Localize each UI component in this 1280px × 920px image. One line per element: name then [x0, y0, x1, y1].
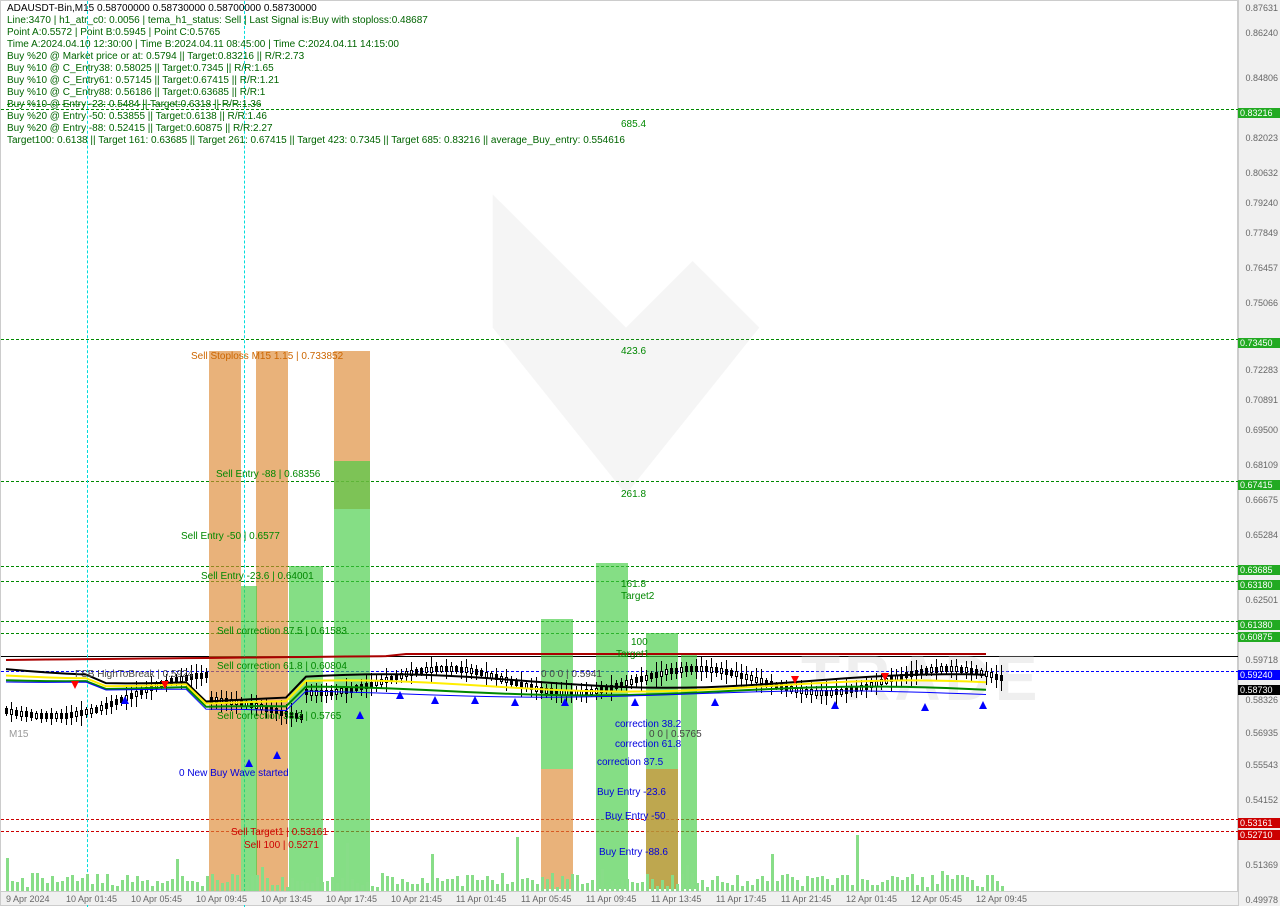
- signal-arrow-up: [631, 698, 639, 706]
- chart-annotation: correction 61.8: [615, 739, 681, 750]
- info-line: Line:3470 | h1_atr_c0: 0.0056 | tema_h1_…: [7, 15, 625, 27]
- chart-annotation: 161.8: [621, 579, 646, 590]
- chart-annotation: 423.6: [621, 346, 646, 357]
- signal-arrow-up: [979, 701, 987, 709]
- chart-annotation: Sell Entry -50 | 0.6577: [181, 531, 280, 542]
- signal-arrow-up: [561, 698, 569, 706]
- info-line: Buy %20 @ Market price or at: 0.5794 || …: [7, 51, 625, 63]
- signal-arrow-up: [273, 751, 281, 759]
- price-tick: 0.59718: [1245, 655, 1278, 665]
- chart-annotation: Sell correction 61.8 | 0.60804: [217, 661, 347, 672]
- signal-arrow-up: [471, 696, 479, 704]
- info-block: ADAUSDT-Bin,M15 0.58700000 0.58730000 0.…: [7, 3, 625, 147]
- chart-annotation: 0 0 0 | 0.5941: [541, 669, 602, 680]
- chart-annotation: 0 New Buy Wave started: [179, 768, 289, 779]
- chart-annotation: FSB HighToBreak | 0.5924: [75, 669, 193, 680]
- signal-arrow-up: [511, 698, 519, 706]
- chart-annotation: Sell Target1 | 0.53161: [231, 827, 328, 838]
- price-label: 0.63180: [1238, 580, 1280, 590]
- price-label: 0.63685: [1238, 565, 1280, 575]
- info-line: Buy %10 @ C_Entry61: 0.57145 || Target:0…: [7, 75, 625, 87]
- chart-annotation: Sell Entry -88 | 0.68356: [216, 469, 320, 480]
- chart-annotation: Sell Stoploss M15 1.15 | 0.733852: [191, 351, 343, 362]
- chart-title: ADAUSDT-Bin,M15 0.58700000 0.58730000 0.…: [7, 3, 625, 15]
- price-axis: 0.87631 0.86240 0.84806 0.83216 0.82023 0.806…: [1238, 0, 1280, 906]
- chart-annotation: Buy Entry -88.6: [599, 847, 668, 858]
- info-line: Time A:2024.04.10 12:30:00 | Time B:2024…: [7, 39, 625, 51]
- chart-annotation: Target2: [621, 591, 654, 602]
- price-tick: 0.72283: [1245, 365, 1278, 375]
- signal-arrow-down: [881, 673, 889, 681]
- price-tick: 0.75066: [1245, 298, 1278, 308]
- price-label: 0.52710: [1238, 830, 1280, 840]
- price-label: 0.83216: [1238, 108, 1280, 118]
- price-label: 0.53161: [1238, 818, 1280, 828]
- price-tick: 0.54152: [1245, 795, 1278, 805]
- price-tick: 0.70891: [1245, 395, 1278, 405]
- price-label: 0.61380: [1238, 620, 1280, 630]
- signal-arrow-up: [245, 759, 253, 767]
- info-line: Buy %20 @ Entry -50: 0.53855 || Target:0…: [7, 111, 625, 123]
- info-line: Buy %20 @ Entry -88: 0.52415 || Target:0…: [7, 123, 625, 135]
- timeframe-label: M15: [9, 729, 28, 740]
- price-tick: 0.62501: [1245, 595, 1278, 605]
- chart-annotation: Sell 100 | 0.5271: [244, 840, 319, 851]
- signal-arrow-up: [396, 691, 404, 699]
- signal-arrow-down: [71, 681, 79, 689]
- info-line: Buy %10 @ Entry -23: 0.5484 || Target:0.…: [7, 99, 625, 111]
- price-tick: 0.84806: [1245, 73, 1278, 83]
- chart-annotation: Sell Entry -23.6 | 0.64001: [201, 571, 314, 582]
- signal-arrow-down: [791, 676, 799, 684]
- chart-annotation: Target1: [616, 649, 649, 660]
- signal-arrow-up: [921, 703, 929, 711]
- signal-arrow-up: [121, 696, 129, 704]
- price-tick: 0.65284: [1245, 530, 1278, 540]
- price-tick: 0.82023: [1245, 133, 1278, 143]
- price-label: 0.67415: [1238, 480, 1280, 490]
- info-line: Buy %10 @ C_Entry38: 0.58025 || Target:0…: [7, 63, 625, 75]
- price-tick: 0.66675: [1245, 495, 1278, 505]
- chart-annotation: Buy Entry -23.6: [597, 787, 666, 798]
- info-line: Point A:0.5572 | Point B:0.5945 | Point …: [7, 27, 625, 39]
- chart-annotation: Sell correction 38.2 | 0.5765: [217, 711, 341, 722]
- price-label: 0.58730: [1238, 685, 1280, 695]
- price-tick: 0.87631: [1245, 3, 1278, 13]
- chart-annotation: 261.8: [621, 489, 646, 500]
- price-label: 0.60875: [1238, 632, 1280, 642]
- price-label: 0.73450: [1238, 338, 1280, 348]
- signal-arrow-up: [356, 711, 364, 719]
- signal-arrow-down: [161, 681, 169, 689]
- price-tick: 0.76457: [1245, 263, 1278, 273]
- price-tick: 0.51369: [1245, 860, 1278, 870]
- price-tick: 0.49978: [1245, 895, 1278, 905]
- chart-area[interactable]: TRADE ADAUSDT-Bin,M15 0.58700000 0.58730…: [0, 0, 1238, 906]
- signal-arrow-up: [431, 696, 439, 704]
- chart-annotation: Buy Entry -50: [605, 811, 666, 822]
- price-tick: 0.79240: [1245, 198, 1278, 208]
- signal-arrow-up: [831, 701, 839, 709]
- price-label: 0.59240: [1238, 670, 1280, 680]
- price-tick: 0.80632: [1245, 168, 1278, 178]
- chart-annotation: 100: [631, 637, 648, 648]
- info-line: Target100: 0.6138 || Target 161: 0.63685…: [7, 135, 625, 147]
- price-tick: 0.77849: [1245, 228, 1278, 238]
- chart-annotation: Sell correction 87.5 | 0.61583: [217, 626, 347, 637]
- price-tick: 0.55543: [1245, 760, 1278, 770]
- price-tick: 0.68109: [1245, 460, 1278, 470]
- price-tick: 0.86240: [1245, 28, 1278, 38]
- info-line: Buy %10 @ C_Entry88: 0.56186 || Target:0…: [7, 87, 625, 99]
- price-tick: 0.69500: [1245, 425, 1278, 435]
- signal-arrow-up: [711, 698, 719, 706]
- chart-annotation: correction 87.5: [597, 757, 663, 768]
- price-tick: 0.56935: [1245, 728, 1278, 738]
- price-tick: 0.58326: [1245, 695, 1278, 705]
